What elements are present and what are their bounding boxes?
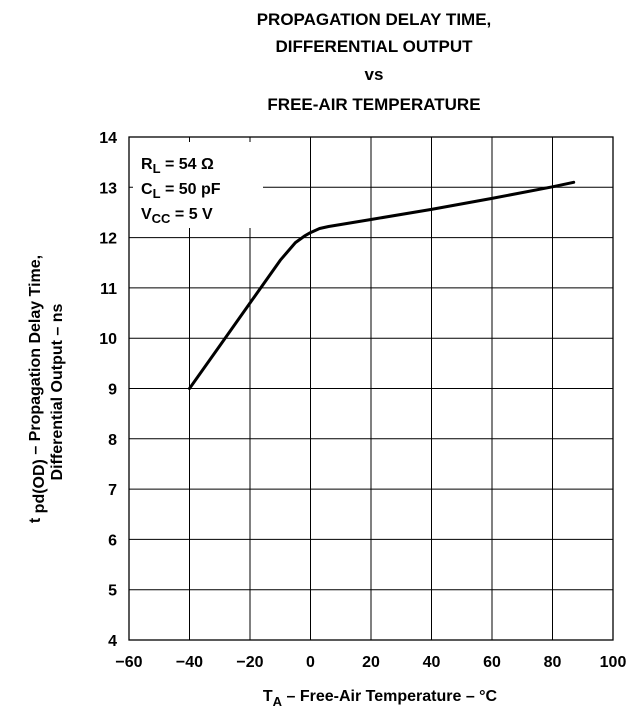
condition-annotations: RL = 54 Ω CL = 50 pF VCC = 5 V [141, 156, 221, 226]
y-tick-label: 4 [108, 633, 117, 650]
title-line-1: PROPAGATION DELAY TIME, [257, 10, 492, 29]
y-tick-label: 10 [99, 331, 117, 348]
x-tick-label: −20 [236, 654, 263, 671]
title-line-4: FREE-AIR TEMPERATURE [267, 95, 480, 114]
y-tick-label: 9 [108, 382, 117, 399]
y-tick-label: 7 [108, 482, 117, 499]
title-line-2: DIFFERENTIAL OUTPUT [275, 37, 473, 56]
x-axis-label: TA – Free-Air Temperature – °C [263, 688, 498, 709]
x-tick-label: 40 [423, 654, 441, 671]
y-tick-label: 12 [99, 231, 117, 248]
y-tick-label: 5 [108, 583, 117, 600]
y-axis-label-line-2: Differential Output – ns [49, 303, 66, 480]
x-tick-label: 0 [306, 654, 315, 671]
y-tick-label: 6 [108, 532, 117, 549]
y-tick-label: 14 [99, 130, 117, 147]
chart-title: PROPAGATION DELAY TIME, DIFFERENTIAL OUT… [257, 10, 492, 114]
x-tick-label: −40 [176, 654, 203, 671]
x-tick-label: −60 [115, 654, 142, 671]
x-tick-label: 20 [362, 654, 380, 671]
x-tick-label: 60 [483, 654, 501, 671]
x-tick-label: 80 [544, 654, 562, 671]
x-tick-label: 100 [600, 654, 627, 671]
y-axis-label: t pd(OD) – Propagation Delay Time, Diffe… [27, 255, 66, 523]
y-tick-label: 13 [99, 180, 117, 197]
y-tick-label: 11 [100, 281, 117, 298]
y-axis-label-line-1: t pd(OD) – Propagation Delay Time, [27, 255, 48, 523]
y-tick-label: 8 [108, 432, 117, 449]
title-line-3: vs [365, 65, 384, 84]
